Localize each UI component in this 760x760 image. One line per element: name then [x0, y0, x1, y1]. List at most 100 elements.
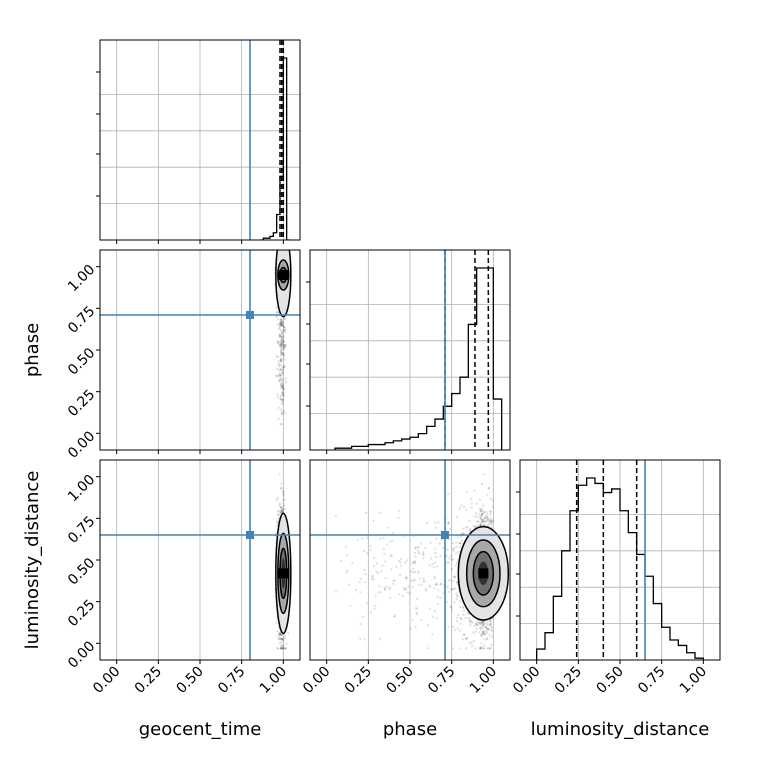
scatter-point: [489, 619, 492, 622]
scatter-point: [479, 517, 482, 520]
y-tick-label: 1.00: [65, 262, 98, 295]
scatter-point: [282, 346, 286, 349]
scatter-point: [462, 527, 465, 530]
scatter-point: [442, 547, 445, 550]
scatter-point: [280, 634, 283, 637]
scatter-point: [275, 374, 278, 377]
scatter-point: [491, 506, 494, 509]
grid-lines: [116, 250, 284, 450]
scatter-point: [281, 492, 285, 496]
y-tick-label: 0.50: [65, 345, 98, 378]
scatter-point: [279, 329, 282, 332]
scatter-point: [460, 504, 463, 507]
scatter-point: [280, 644, 283, 647]
scatter-point: [280, 376, 283, 379]
scatter-point: [282, 388, 285, 391]
scatter-point: [278, 371, 281, 374]
scatter-point: [422, 552, 425, 555]
scatter-point: [279, 323, 283, 326]
scatter-point: [282, 393, 285, 396]
x-tick-label: 0.25: [132, 664, 165, 697]
scatter-point: [279, 398, 283, 401]
scatter-point: [279, 343, 282, 346]
scatter-point: [479, 647, 482, 650]
scatter-point: [281, 343, 284, 346]
scatter-point: [283, 328, 286, 331]
scatter-point: [279, 378, 282, 381]
scatter-point: [480, 627, 483, 630]
scatter-point: [280, 511, 283, 514]
scatter-point: [275, 355, 278, 358]
scatter-point: [483, 638, 486, 641]
scatter-point: [280, 647, 283, 650]
scatter-point: [275, 498, 278, 502]
scatter-point: [276, 630, 279, 633]
scatter-point: [281, 354, 285, 357]
scatter-point: [277, 362, 280, 365]
scatter-point: [277, 340, 280, 343]
scatter-point: [282, 386, 285, 390]
scatter-point: [276, 647, 280, 650]
scatter-point: [279, 360, 283, 363]
scatter-point: [282, 391, 285, 394]
scatter-point: [281, 388, 284, 391]
scatter-point: [281, 509, 284, 512]
scatter-point: [276, 647, 279, 650]
scatter-point: [279, 374, 283, 377]
scatter-point: [280, 331, 284, 334]
scatter-point: [284, 328, 287, 331]
scatter-point: [279, 511, 282, 514]
scatter-point: [457, 613, 460, 617]
scatter-point: [279, 357, 283, 361]
scatter-point: [282, 340, 285, 343]
scatter-point: [283, 343, 286, 346]
scatter-point: [281, 647, 284, 650]
scatter-point: [281, 391, 284, 394]
scatter-point: [281, 508, 285, 511]
scatter-point: [277, 509, 280, 512]
scatter-point: [277, 373, 281, 377]
scatter-point: [281, 638, 284, 641]
panel-frame: [99, 459, 301, 661]
scatter-point: [282, 366, 285, 369]
scatter-point: [370, 577, 374, 580]
panel-luminosity_distance-phase: 0.00 0.25 0.50 0.75 1.00: [300, 459, 511, 697]
scatter-point: [280, 647, 283, 650]
scatter-point: [283, 343, 286, 347]
scatter-point: [279, 633, 282, 637]
panel-phase-phase: [306, 249, 511, 454]
scatter-point: [275, 315, 278, 318]
scatter-point: [278, 633, 282, 636]
scatter-point: [284, 636, 287, 640]
scatter-point: [484, 625, 487, 628]
scatter-point: [435, 583, 438, 586]
scatter-point: [480, 642, 483, 645]
scatter-point: [280, 345, 283, 348]
scatter-point: [279, 502, 282, 505]
scatter-point: [277, 341, 280, 344]
scatter-point: [487, 487, 491, 490]
scatter-point: [390, 554, 393, 557]
scatter-point: [334, 590, 338, 593]
scatter-point: [280, 332, 284, 336]
scatter-point: [279, 352, 283, 355]
scatter-point: [284, 344, 288, 347]
panel-content: [334, 250, 503, 450]
scatter-point: [280, 320, 283, 323]
grid-lines: [100, 40, 300, 240]
scatter-point: [279, 321, 282, 324]
scatter-point: [279, 335, 282, 338]
scatter-point: [277, 497, 280, 500]
scatter-point: [489, 510, 492, 513]
scatter-point: [280, 320, 283, 324]
scatter-point: [488, 519, 491, 523]
grid-lines: [310, 250, 510, 450]
scatter-point: [455, 581, 459, 585]
scatter-point: [283, 411, 286, 415]
scatter-point: [280, 322, 283, 325]
scatter-point: [447, 492, 450, 496]
scatter-point: [279, 631, 282, 634]
scatter-point: [414, 570, 417, 573]
scatter-point: [281, 508, 284, 511]
scatter-point: [280, 408, 283, 411]
